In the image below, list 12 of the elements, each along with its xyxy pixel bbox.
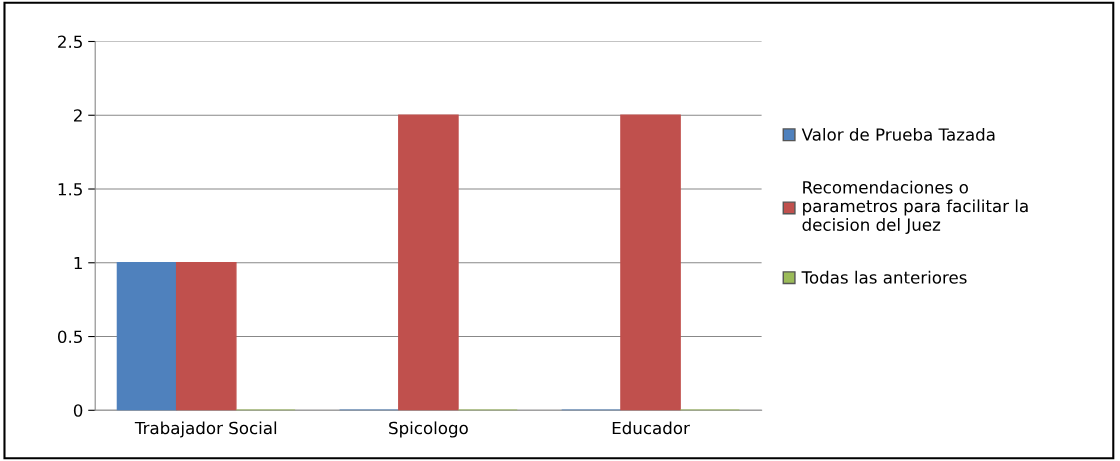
y-tick-label: 0.5	[57, 330, 82, 344]
y-tick-label: 0	[73, 404, 83, 417]
y-tick-label: 1.5	[58, 183, 82, 196]
y-tick-label: 1	[74, 256, 82, 270]
x-tick-label: Trabajador Social	[134, 421, 277, 438]
legend-label: Valor de Prueba Tazada	[801, 127, 995, 141]
x-tick-label: Spicologo	[389, 421, 468, 438]
y-tick-label: 2	[74, 109, 82, 122]
x-tick-label: Educador	[612, 421, 690, 435]
legend-label: Todas las anteriores	[801, 270, 967, 284]
y-tick-label: 2.5	[58, 35, 82, 49]
legend-label: Recomendaciones o parametros para facilitar la decision del Juez	[802, 180, 1028, 235]
